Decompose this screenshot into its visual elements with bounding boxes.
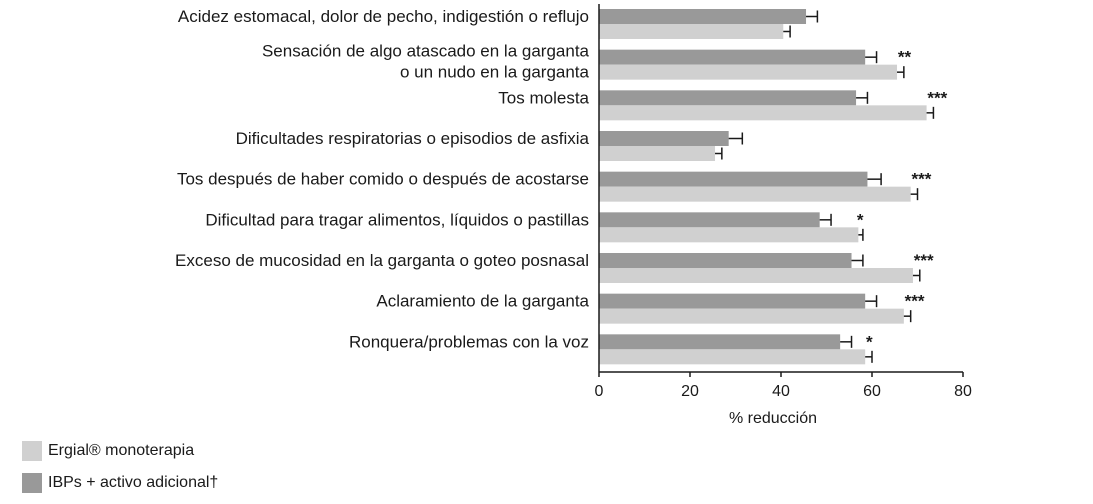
category-label-3: Dificultades respiratorias o episodios d… bbox=[236, 129, 590, 148]
legend: Ergial® monoterapia IBPs + activo adicio… bbox=[22, 440, 218, 504]
category-label-6: Exceso de mucosidad en la garganta o got… bbox=[175, 251, 589, 270]
bar-ibps-8 bbox=[599, 334, 841, 350]
bar-ergial-0 bbox=[599, 24, 784, 39]
x-axis: 0 20 40 60 80 bbox=[595, 4, 972, 400]
significance-mark-7: *** bbox=[905, 292, 925, 311]
category-label-line: Sensación de algo atascado en la gargant… bbox=[262, 42, 590, 61]
bars-group bbox=[599, 9, 927, 365]
error-bars-group bbox=[715, 10, 935, 363]
legend-label-ibps: IBPs + activo adicional† bbox=[48, 474, 219, 491]
category-label-8: Ronquera/problemas con la voz bbox=[349, 332, 589, 351]
category-label-5: Dificultad para tragar alimentos, líquid… bbox=[205, 210, 589, 229]
error-bar-ibps-1 bbox=[865, 51, 878, 64]
significance-mark-4: *** bbox=[912, 170, 932, 189]
error-bar-ibps-6 bbox=[851, 254, 864, 267]
category-label-4: Tos después de haber comido o después de… bbox=[177, 170, 589, 189]
x-tick-label-20: 20 bbox=[681, 383, 699, 400]
category-labels-group: Acidez estomacal, dolor de pecho, indige… bbox=[175, 7, 589, 351]
category-label-7: Aclaramiento de la garganta bbox=[376, 292, 589, 311]
bar-ibps-7 bbox=[599, 293, 866, 309]
x-tick-label-60: 60 bbox=[863, 383, 881, 400]
error-bar-ergial-6 bbox=[912, 269, 921, 282]
error-bar-ergial-5 bbox=[858, 228, 864, 241]
legend-swatch-ibps bbox=[22, 473, 42, 493]
bar-ibps-3 bbox=[599, 131, 729, 146]
error-bar-ibps-5 bbox=[819, 213, 832, 226]
error-bar-ergial-4 bbox=[910, 188, 919, 201]
error-bar-ergial-2 bbox=[926, 106, 935, 119]
error-bar-ergial-8 bbox=[865, 350, 873, 363]
bar-ergial-4 bbox=[599, 186, 911, 202]
error-bar-ergial-3 bbox=[715, 147, 723, 160]
x-tick-label-0: 0 bbox=[595, 383, 604, 400]
bar-ergial-1 bbox=[599, 64, 898, 80]
bar-ergial-8 bbox=[599, 349, 866, 365]
error-bar-ibps-4 bbox=[867, 173, 882, 186]
bar-chart: **************** Acidez estomacal, dolor… bbox=[175, 4, 972, 427]
x-axis-title: % reducción bbox=[729, 410, 817, 427]
bar-ergial-5 bbox=[599, 227, 859, 243]
category-label-1: Sensación de algo atascado en la gargant… bbox=[262, 42, 590, 82]
legend-item-ergial: Ergial® monoterapia bbox=[22, 440, 218, 462]
significance-mark-2: *** bbox=[927, 88, 947, 107]
error-bar-ergial-1 bbox=[897, 66, 905, 79]
error-bar-ibps-0 bbox=[806, 10, 819, 23]
error-bar-ibps-7 bbox=[865, 295, 878, 308]
bar-ibps-4 bbox=[599, 171, 868, 187]
significance-mark-6: *** bbox=[914, 251, 934, 270]
bar-ergial-7 bbox=[599, 308, 904, 324]
x-tick-label-40: 40 bbox=[772, 383, 790, 400]
significance-mark-1: ** bbox=[898, 48, 912, 67]
error-bar-ergial-0 bbox=[783, 25, 791, 38]
error-bar-ergial-7 bbox=[903, 310, 912, 323]
x-tick-label-80: 80 bbox=[954, 383, 972, 400]
category-label-2: Tos molesta bbox=[498, 88, 589, 107]
error-bar-ibps-8 bbox=[840, 335, 853, 348]
significance-mark-8: * bbox=[866, 332, 873, 351]
bar-ibps-5 bbox=[599, 212, 820, 228]
error-bar-ibps-2 bbox=[856, 91, 869, 104]
legend-item-ibps: IBPs + activo adicional† bbox=[22, 472, 218, 494]
error-bar-ibps-3 bbox=[728, 132, 744, 145]
bar-ibps-6 bbox=[599, 253, 852, 268]
category-label-line: o un nudo en la garganta bbox=[400, 63, 590, 82]
significance-mark-5: * bbox=[857, 210, 864, 229]
bar-ibps-1 bbox=[599, 49, 866, 65]
bar-ergial-2 bbox=[599, 105, 927, 121]
legend-label-ergial: Ergial® monoterapia bbox=[48, 442, 195, 459]
category-label-0: Acidez estomacal, dolor de pecho, indige… bbox=[178, 7, 589, 26]
significance-group: **************** bbox=[857, 48, 948, 352]
bar-ibps-0 bbox=[599, 9, 807, 24]
bar-ergial-6 bbox=[599, 268, 913, 283]
bar-ibps-2 bbox=[599, 90, 857, 106]
legend-swatch-ergial bbox=[22, 441, 42, 461]
bar-ergial-3 bbox=[599, 146, 716, 161]
